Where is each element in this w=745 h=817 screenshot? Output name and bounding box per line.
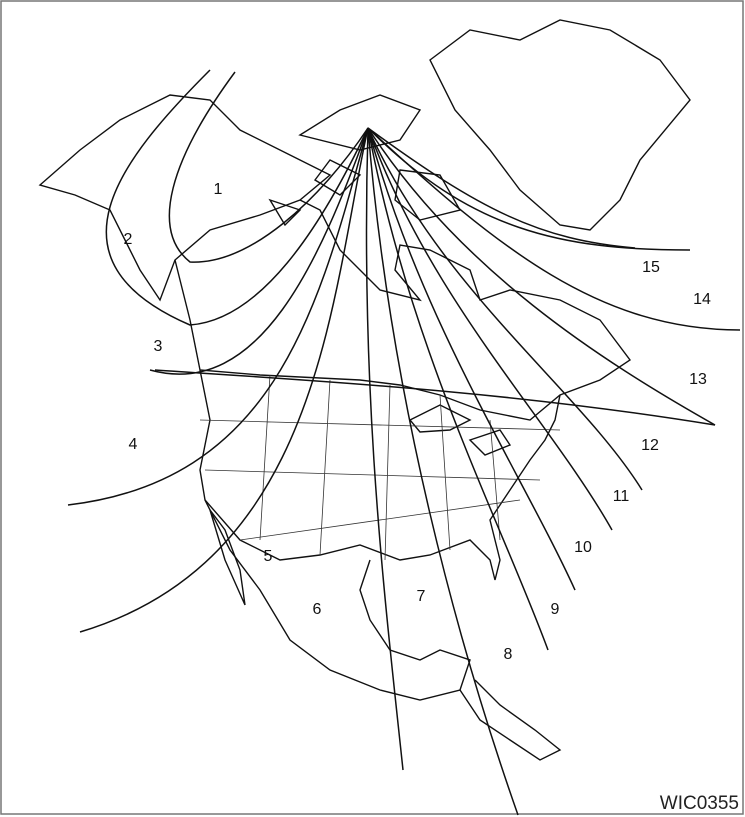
zone-label-8: 8 [503,646,513,663]
zone-label-11: 11 [612,488,630,505]
zone-label-9: 9 [550,601,560,618]
zone-label-15: 15 [642,259,660,276]
zone-label-3: 3 [153,338,163,355]
great-lakes [408,404,512,456]
canada-outline [174,199,632,421]
alaska-outline [38,94,332,302]
zone-label-14: 14 [693,291,711,308]
zone-label-6: 6 [312,601,322,618]
landmass-outlines [38,19,691,761]
zone-label-12: 12 [641,437,659,454]
greenland-outline [429,19,691,231]
zone-boundaries [67,69,741,816]
state-borders [199,374,561,561]
baja-outline [209,509,246,606]
figure-code: WIC0355 [659,793,739,814]
zone-label-5: 5 [263,548,273,565]
arctic-islands [268,94,462,227]
zone-label-13: 13 [689,371,707,388]
zone-label-2: 2 [123,231,133,248]
zone-label-1: 1 [213,181,223,198]
zone-label-10: 10 [574,539,592,556]
zone-label-7: 7 [416,588,426,605]
zone-label-4: 4 [128,436,138,453]
central-america-outline [459,679,562,761]
